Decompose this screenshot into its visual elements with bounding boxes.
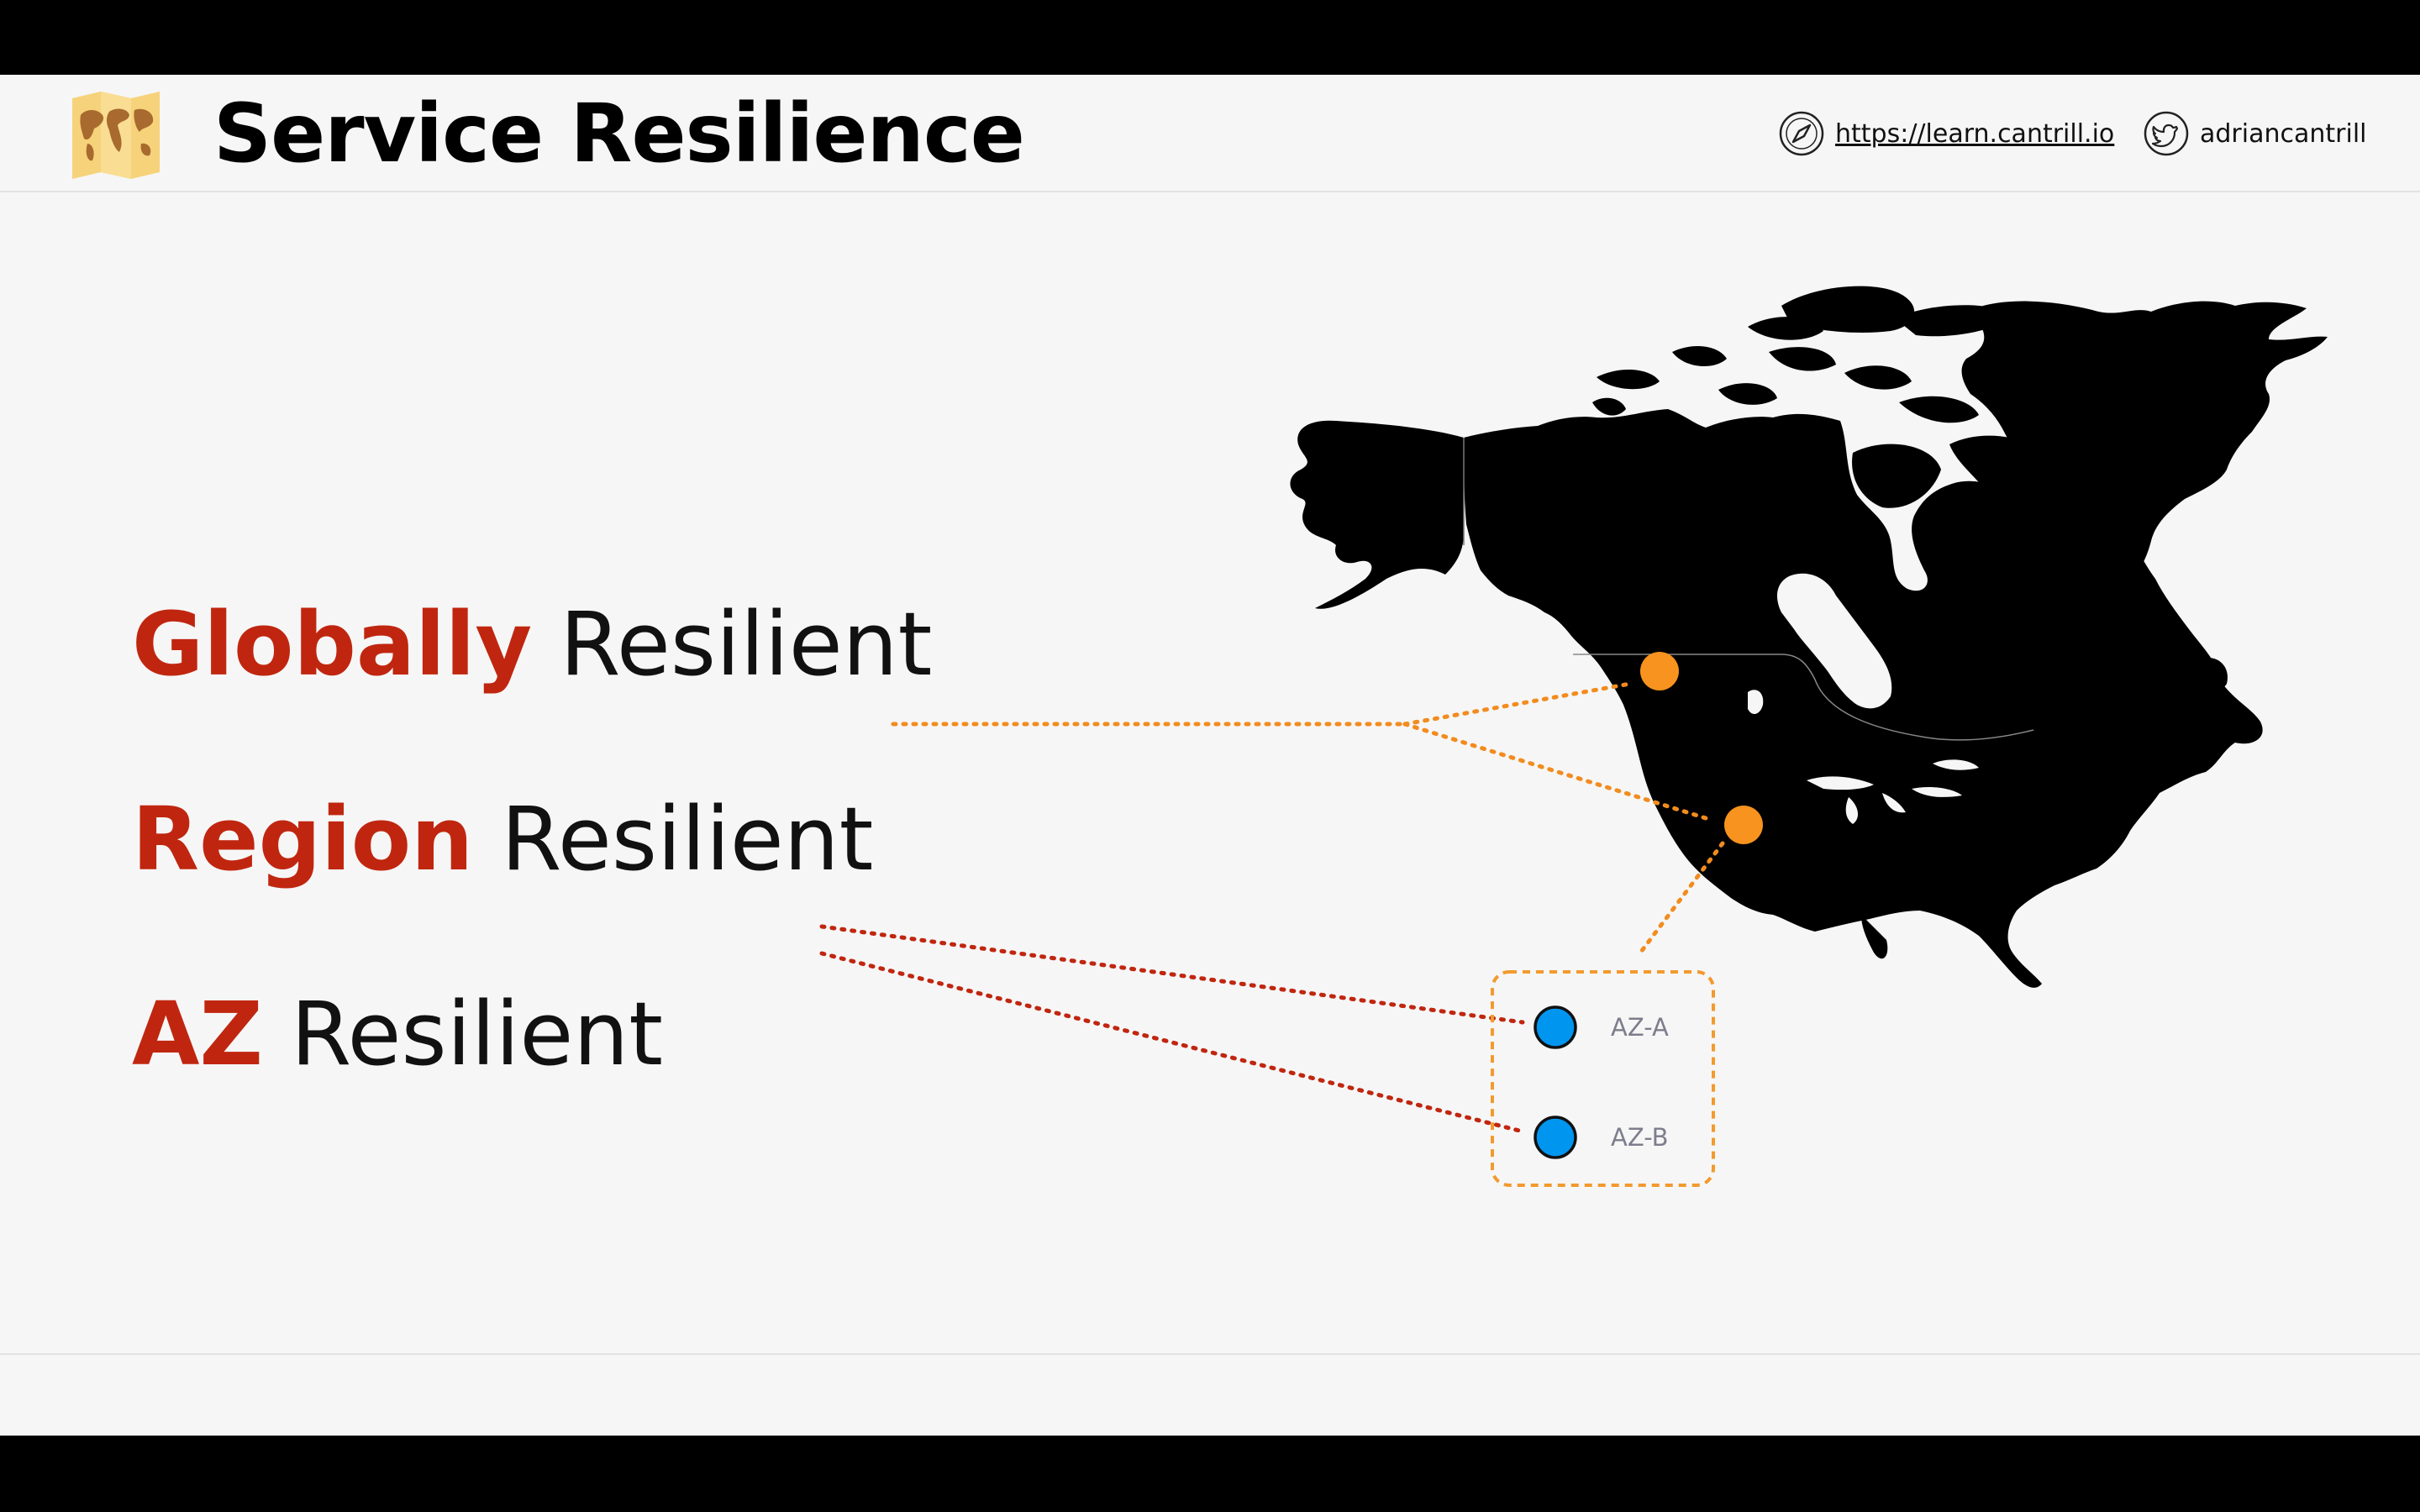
az-resilient-label: AZ Resilient <box>132 990 663 1078</box>
emphasis-word: Region <box>132 788 474 890</box>
az-label: AZ-A <box>1611 1013 1669 1042</box>
compass-icon <box>1779 111 1824 156</box>
az-label: AZ-B <box>1611 1123 1669 1152</box>
emphasis-word: Globally <box>132 593 533 696</box>
footer-divider <box>0 1353 2420 1355</box>
website-link-text[interactable]: https://learn.cantrill.io <box>1835 118 2115 149</box>
twitter-handle[interactable]: adriancantrill <box>2143 108 2367 159</box>
website-link[interactable]: https://learn.cantrill.io <box>1778 108 2114 159</box>
az-b-node: AZ-B <box>1534 1116 1669 1159</box>
region-marker-south <box>1724 806 1763 844</box>
region-resilient-label: Region Resilient <box>132 795 873 883</box>
page-title: Service Resilience <box>213 87 1025 181</box>
label-suffix: Resilient <box>501 788 874 890</box>
label-suffix: Resilient <box>560 593 933 696</box>
label-suffix: Resilient <box>290 983 664 1085</box>
emphasis-word: AZ <box>132 983 263 1085</box>
az-a-node: AZ-A <box>1534 1005 1669 1049</box>
az-marker <box>1534 1116 1577 1159</box>
north-america-map-icon <box>1290 286 2328 988</box>
world-map-icon <box>72 92 160 179</box>
slide: Service Resilience https://learn.cantril… <box>0 75 2420 1436</box>
global-connector-lines <box>891 681 1725 958</box>
az-marker <box>1534 1005 1577 1049</box>
region-connector-lines <box>819 924 1525 1134</box>
twitter-handle-text[interactable]: adriancantrill <box>2200 118 2367 149</box>
twitter-bird-icon <box>2144 111 2189 156</box>
globally-resilient-label: Globally Resilient <box>132 601 932 688</box>
region-marker-north <box>1640 652 1679 690</box>
resilience-diagram: AZ-A AZ-B <box>819 286 2328 1187</box>
region-boundary-box <box>1491 970 1715 1187</box>
slide-header: Service Resilience https://learn.cantril… <box>0 75 2420 192</box>
